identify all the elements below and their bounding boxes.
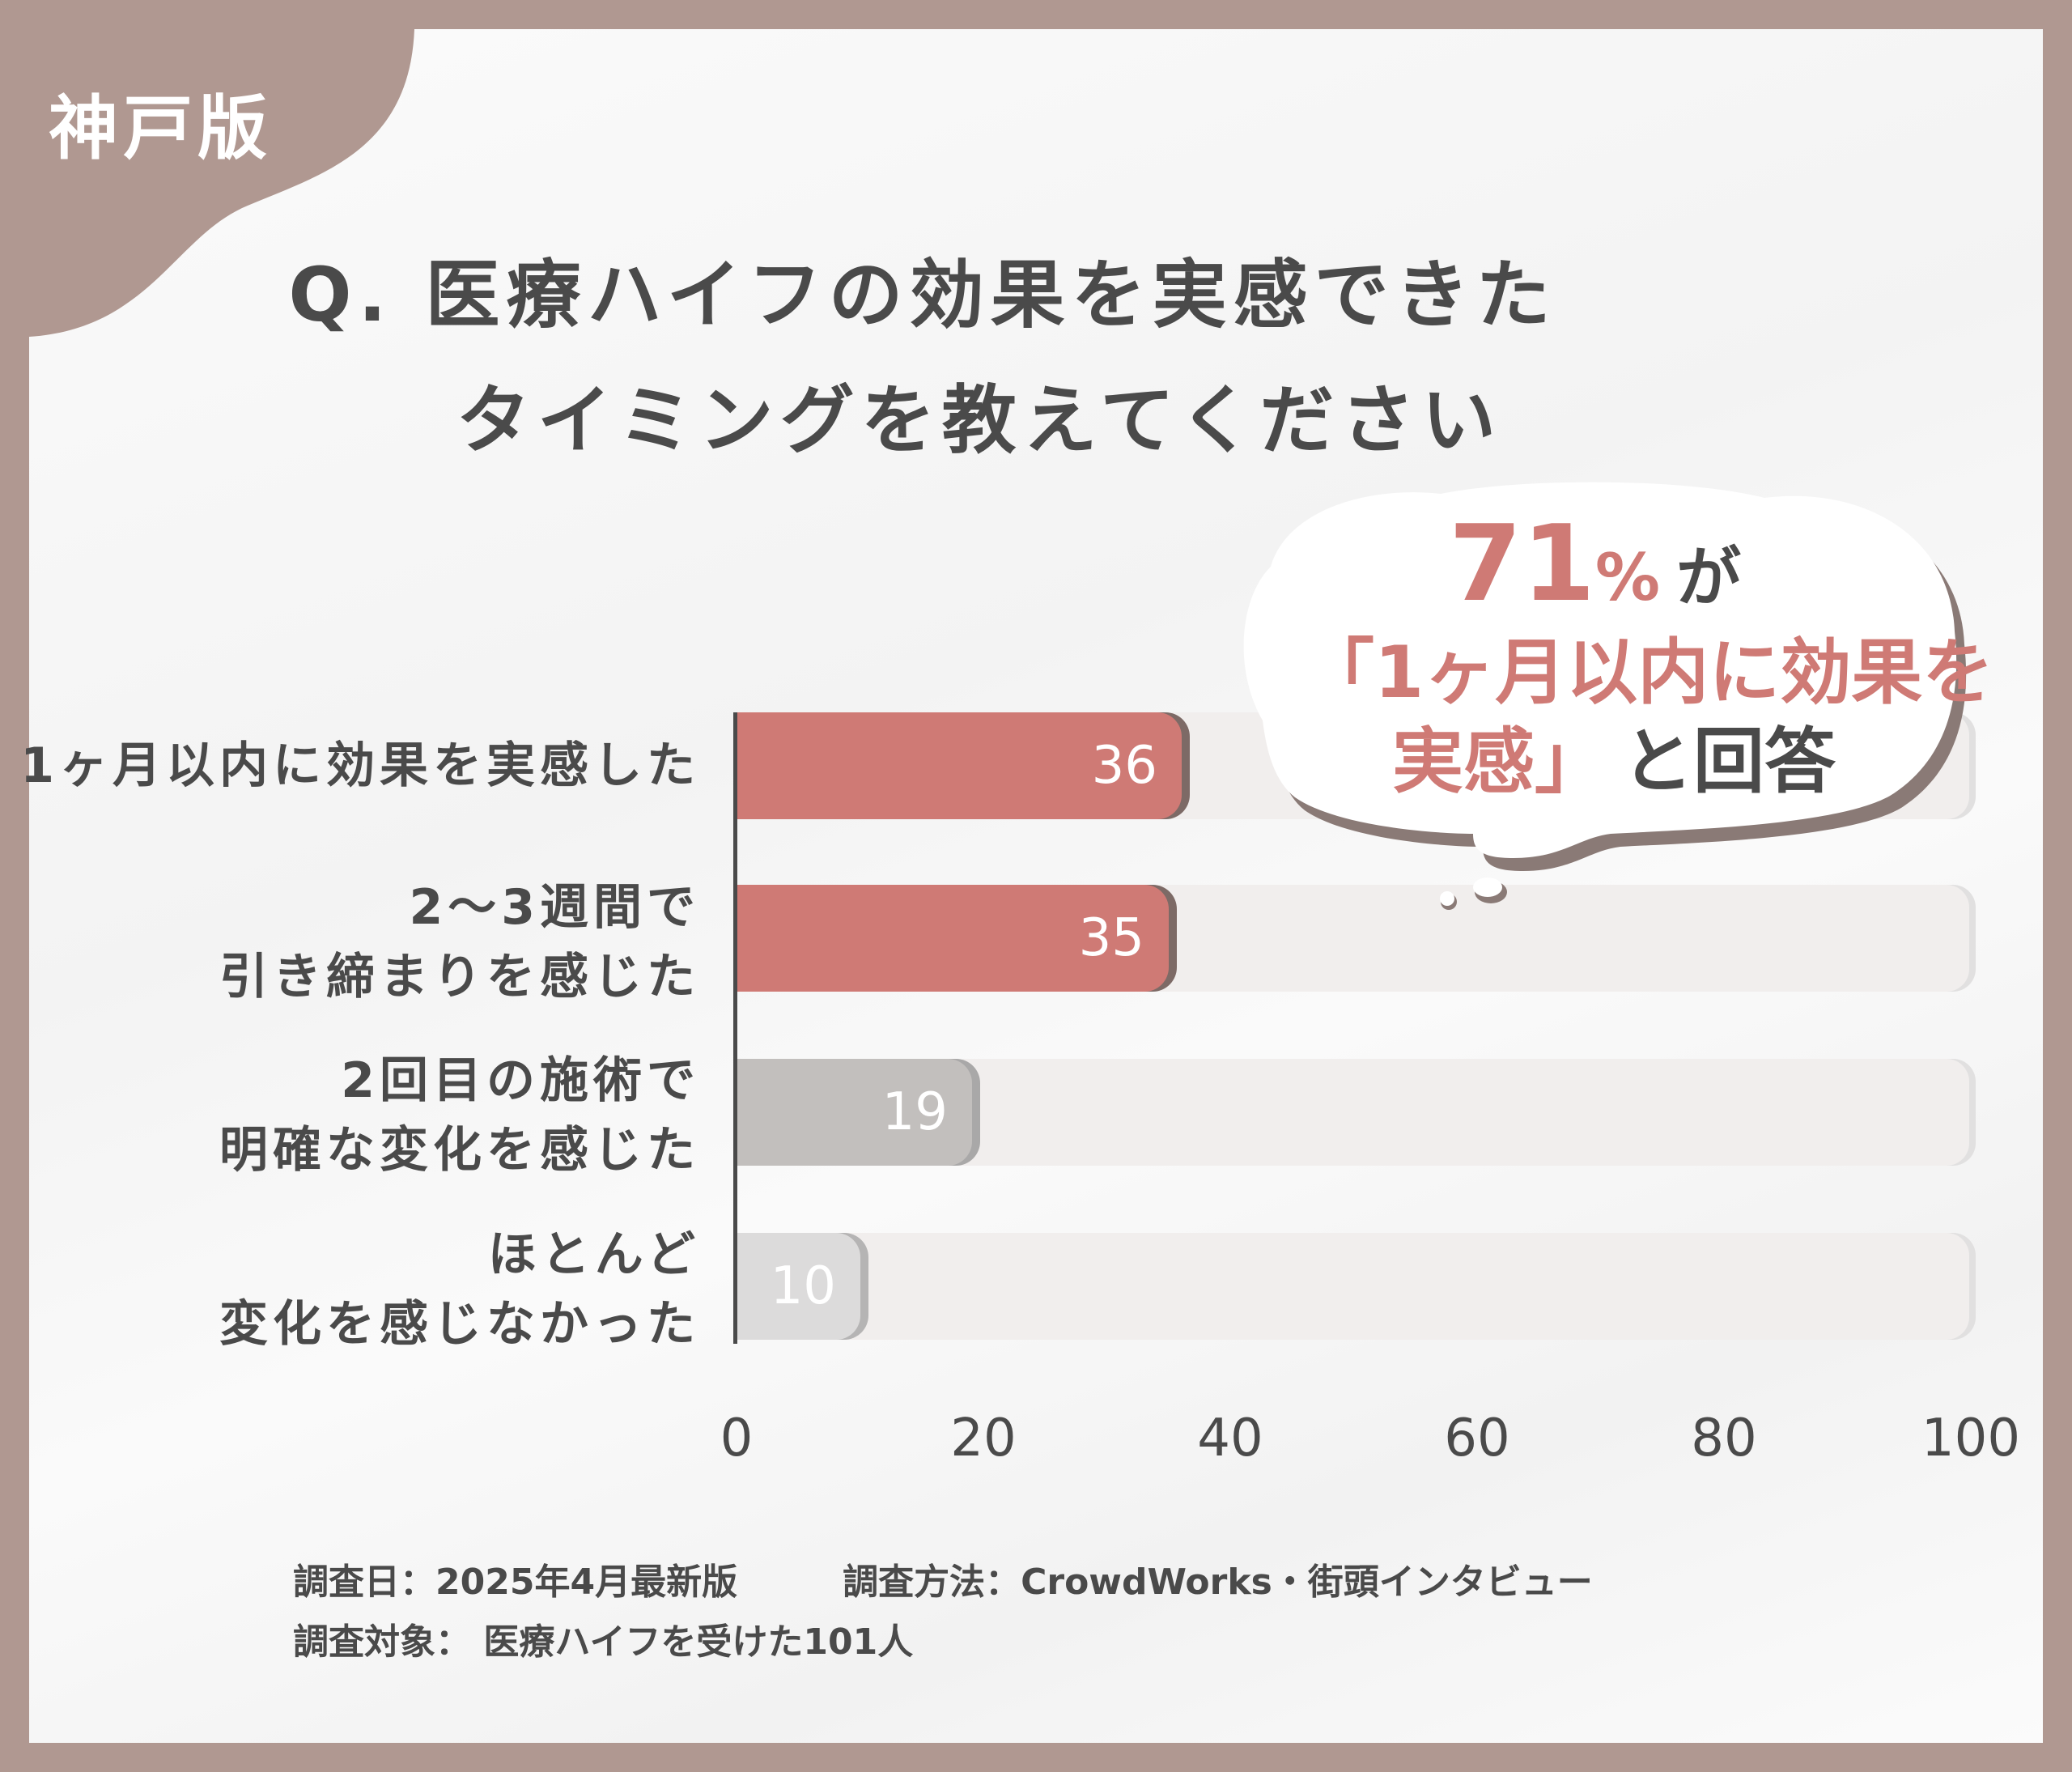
callout-quote: 「1ヶ月以内に効果を	[1303, 631, 1994, 714]
bar-value-label: 10	[770, 1256, 836, 1316]
speech-bubble	[1243, 482, 1967, 910]
survey-target: 調査対象： 医療ハイフを受けた101人	[293, 1621, 914, 1663]
category-label: ほとんど 変化を感じなかった	[219, 1226, 700, 1353]
callout-tail: と回答	[1622, 720, 1836, 803]
bar-second-treatment: 19	[737, 1059, 972, 1166]
x-tick-label: 20	[950, 1409, 1017, 1468]
survey-info-line-1: 調査日：2025年4月最新版 調査方法：CrowdWorks・街頭インタビュー	[293, 1553, 1593, 1604]
bar-value-label: 19	[881, 1082, 948, 1142]
category-label: 2〜3週間で 引き締まりを感じた	[219, 879, 700, 1005]
callout-quote-end: 実感」	[1392, 720, 1607, 803]
survey-method: 調査方法：CrowdWorks・街頭インタビュー	[843, 1562, 1593, 1603]
corner-blob-decoration	[29, 29, 414, 337]
category-label: 1ヶ月以内に効果を実感した	[20, 737, 700, 794]
page-title-line-1: Q. 医療ハイフの効果を実感できた	[288, 252, 1557, 338]
y-axis-line	[733, 712, 737, 1344]
bar-1-month: 36	[737, 712, 1182, 819]
bar-value-label: 36	[1091, 736, 1157, 796]
page-title-line-2: タイミングを教えてください	[456, 377, 1503, 464]
region-badge: 神戸版	[49, 88, 272, 169]
x-tick-label: 40	[1197, 1409, 1263, 1468]
callout-line-3: 実感」 と回答	[1392, 704, 1836, 807]
callout-headline: 71% が	[1449, 502, 1741, 625]
x-tick-label: 60	[1444, 1409, 1510, 1468]
bar-track	[737, 1233, 1969, 1340]
callout-percent: 71	[1449, 502, 1595, 625]
x-tick-label: 100	[1921, 1409, 2021, 1468]
category-label: 2回目の施術で 明確な変化を感じた	[219, 1052, 700, 1179]
bar-2-3-weeks: 35	[737, 885, 1169, 992]
bar-value-label: 35	[1078, 908, 1144, 968]
callout-percent-sign: %	[1594, 540, 1661, 615]
x-tick-label: 80	[1691, 1409, 1757, 1468]
x-tick-label: 0	[720, 1409, 754, 1468]
bar-no-change: 10	[737, 1233, 860, 1340]
survey-date: 調査日：2025年4月最新版	[293, 1562, 738, 1603]
callout-particle: が	[1676, 540, 1742, 615]
